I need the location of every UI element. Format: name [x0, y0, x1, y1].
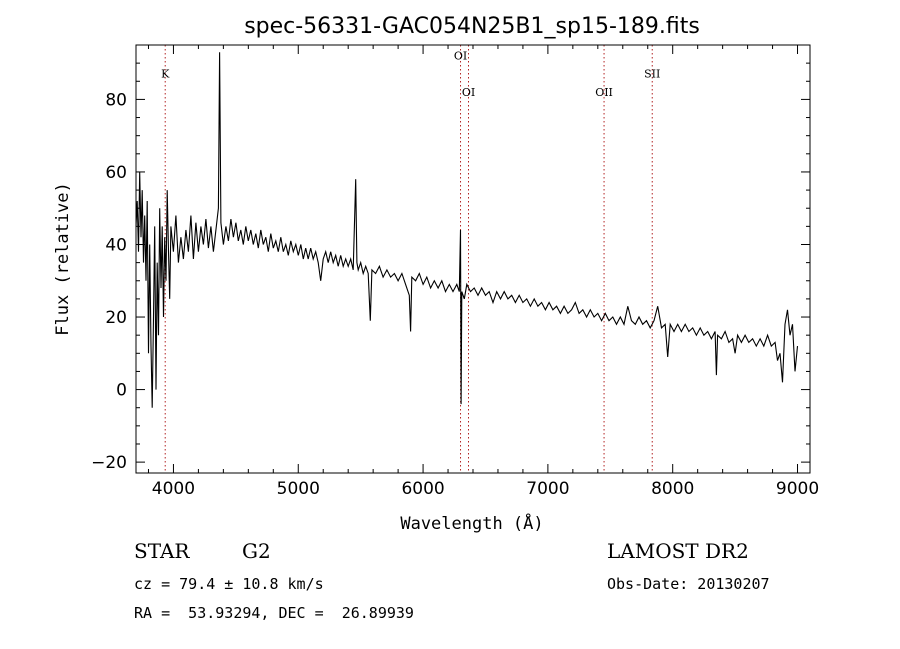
x-tick-label: 4000: [152, 479, 195, 499]
x-tick-label: 7000: [526, 479, 569, 499]
spectral-line-label: SII: [644, 68, 660, 81]
survey-name: LAMOST DR2: [607, 539, 749, 563]
spectral-line-label: OII: [595, 86, 613, 99]
y-tick-label: 80: [105, 90, 127, 110]
observation-date: Obs-Date: 20130207: [607, 575, 770, 593]
axis-tick-labels: 4000 5000 6000 7000 8000 9000 −20 0 20 40 60 80: [91, 90, 819, 499]
x-tick-label: 5000: [277, 479, 320, 499]
spectral-line-label: K: [161, 68, 170, 81]
x-axis-label: Wavelength (Å): [400, 512, 543, 534]
y-axis-label: Flux (relative): [53, 182, 73, 336]
y-tick-label: 60: [105, 163, 127, 183]
y-tick-label: −20: [91, 453, 127, 473]
y-tick-label: 20: [105, 308, 127, 328]
y-tick-label: 0: [116, 381, 127, 401]
object-class: STAR: [134, 539, 190, 563]
radial-velocity: cz = 79.4 ± 10.8 km/s: [134, 575, 324, 593]
plot-frame: [135, 44, 811, 474]
spectral-line-markers: K OI OI OII SII: [161, 45, 660, 473]
spectral-line-label: OI: [462, 86, 475, 99]
x-tick-label: 8000: [651, 479, 694, 499]
x-tick-label: 9000: [776, 479, 819, 499]
chart-title: spec-56331-GAC054N25B1_sp15-189.fits: [244, 14, 700, 39]
spectral-line-label: OI: [454, 50, 467, 63]
x-tick-label: 6000: [401, 479, 444, 499]
y-tick-label: 40: [105, 235, 127, 255]
axis-ticks: [136, 44, 810, 473]
sky-coordinates: RA = 53.93294, DEC = 26.89939: [134, 604, 414, 622]
spectrum-line: [135, 52, 799, 408]
object-subclass: G2: [242, 539, 271, 563]
